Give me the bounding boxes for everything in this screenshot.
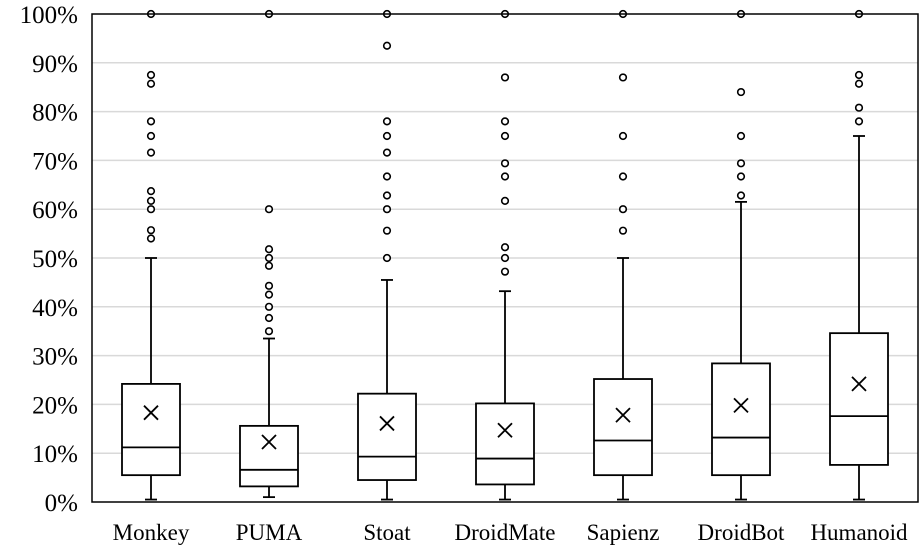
x-category-label: Sapienz bbox=[587, 520, 660, 545]
box-droidbot bbox=[711, 9, 771, 501]
outlier-point bbox=[854, 79, 864, 88]
x-axis-category-labels: Monkey PUMA Stoat DroidMate Sapienz DroidBot H… bbox=[113, 520, 908, 545]
box-iqr bbox=[475, 402, 535, 486]
outlier-point bbox=[854, 117, 864, 126]
y-tick-label: 80% bbox=[32, 100, 78, 127]
y-tick-label: 70% bbox=[32, 148, 78, 175]
outlier-point bbox=[146, 205, 156, 214]
outlier-point bbox=[854, 103, 864, 112]
outlier-point bbox=[264, 290, 274, 299]
x-category-label: Humanoid bbox=[810, 520, 908, 545]
box-stoat bbox=[357, 9, 417, 501]
outlier-point bbox=[736, 87, 746, 97]
outlier-point bbox=[500, 131, 510, 141]
y-tick-label: 100% bbox=[20, 2, 78, 29]
y-tick-label: 40% bbox=[32, 295, 78, 322]
outlier-point bbox=[736, 191, 746, 200]
outlier-point bbox=[146, 196, 156, 206]
box-monkey bbox=[121, 9, 181, 501]
outlier-point bbox=[500, 196, 510, 206]
outlier-point bbox=[146, 234, 156, 243]
outlier-point bbox=[146, 226, 156, 235]
x-category-label: PUMA bbox=[236, 520, 303, 545]
x-category-label: Stoat bbox=[363, 520, 411, 545]
x-category-label: Monkey bbox=[113, 520, 190, 545]
outlier-point bbox=[736, 172, 746, 181]
y-tick-label: 10% bbox=[32, 441, 78, 468]
outlier-point bbox=[500, 267, 510, 276]
boxes bbox=[121, 9, 889, 501]
outlier-point bbox=[382, 172, 392, 181]
outlier-point bbox=[618, 172, 628, 181]
outlier-point bbox=[382, 148, 392, 157]
outlier-point bbox=[736, 131, 746, 141]
box-humanoid bbox=[829, 9, 889, 501]
outlier-point bbox=[618, 226, 628, 235]
outlier-point bbox=[264, 205, 274, 214]
box-puma bbox=[239, 9, 299, 499]
outlier-point bbox=[264, 261, 274, 270]
box-sapienz bbox=[593, 9, 653, 501]
outlier-point bbox=[618, 205, 628, 214]
box-iqr bbox=[711, 362, 771, 477]
mean-marker bbox=[851, 376, 867, 392]
outlier-point bbox=[382, 253, 392, 263]
outlier-point bbox=[382, 191, 392, 200]
outlier-point bbox=[146, 70, 156, 80]
outlier-point bbox=[500, 243, 510, 252]
y-tick-label: 90% bbox=[32, 51, 78, 78]
y-tick-label: 60% bbox=[32, 197, 78, 224]
outlier-point bbox=[264, 253, 274, 263]
outlier-point bbox=[736, 159, 746, 168]
outlier-point bbox=[382, 226, 392, 235]
outlier-point bbox=[500, 172, 510, 181]
box-iqr bbox=[829, 332, 889, 466]
outlier-point bbox=[500, 159, 510, 168]
outlier-point bbox=[146, 79, 156, 88]
outlier-point bbox=[500, 117, 510, 126]
outlier-point bbox=[264, 327, 274, 336]
box-iqr bbox=[239, 424, 299, 488]
mean-marker bbox=[497, 422, 513, 438]
outlier-point bbox=[618, 131, 628, 141]
mean-marker bbox=[143, 405, 159, 421]
outlier-point bbox=[264, 313, 274, 323]
outlier-point bbox=[618, 73, 628, 82]
x-category-label: DroidMate bbox=[455, 520, 556, 545]
x-category-label: DroidBot bbox=[698, 520, 786, 545]
y-tick-label: 20% bbox=[32, 392, 78, 419]
mean-marker bbox=[379, 415, 395, 432]
outlier-point bbox=[382, 117, 392, 126]
mean-marker bbox=[733, 397, 749, 414]
outlier-point bbox=[382, 131, 392, 141]
box-iqr bbox=[593, 378, 653, 477]
outlier-point bbox=[264, 281, 274, 290]
outlier-point bbox=[854, 70, 864, 80]
outlier-point bbox=[500, 253, 510, 263]
mean-marker bbox=[615, 407, 631, 423]
box-iqr bbox=[357, 392, 417, 481]
y-tick-label: 50% bbox=[32, 246, 78, 273]
y-axis-tick-labels: 0% 10% 20% 30% 40% 50% 60% 70% 80% 90% 100% bbox=[20, 2, 78, 517]
mean-marker bbox=[261, 434, 277, 450]
y-tick-label: 30% bbox=[32, 344, 78, 371]
outlier-point bbox=[146, 187, 156, 196]
outlier-point bbox=[264, 302, 274, 311]
outlier-point bbox=[382, 41, 392, 50]
y-tick-label: 0% bbox=[45, 490, 78, 517]
outlier-point bbox=[264, 245, 274, 254]
outlier-point bbox=[382, 205, 392, 214]
box-iqr bbox=[121, 383, 181, 477]
plot-frame bbox=[91, 13, 919, 503]
box-droidmate bbox=[475, 9, 535, 501]
outlier-point bbox=[146, 131, 156, 141]
outlier-point bbox=[146, 117, 156, 126]
outlier-point bbox=[146, 148, 156, 157]
outlier-point bbox=[500, 73, 510, 82]
